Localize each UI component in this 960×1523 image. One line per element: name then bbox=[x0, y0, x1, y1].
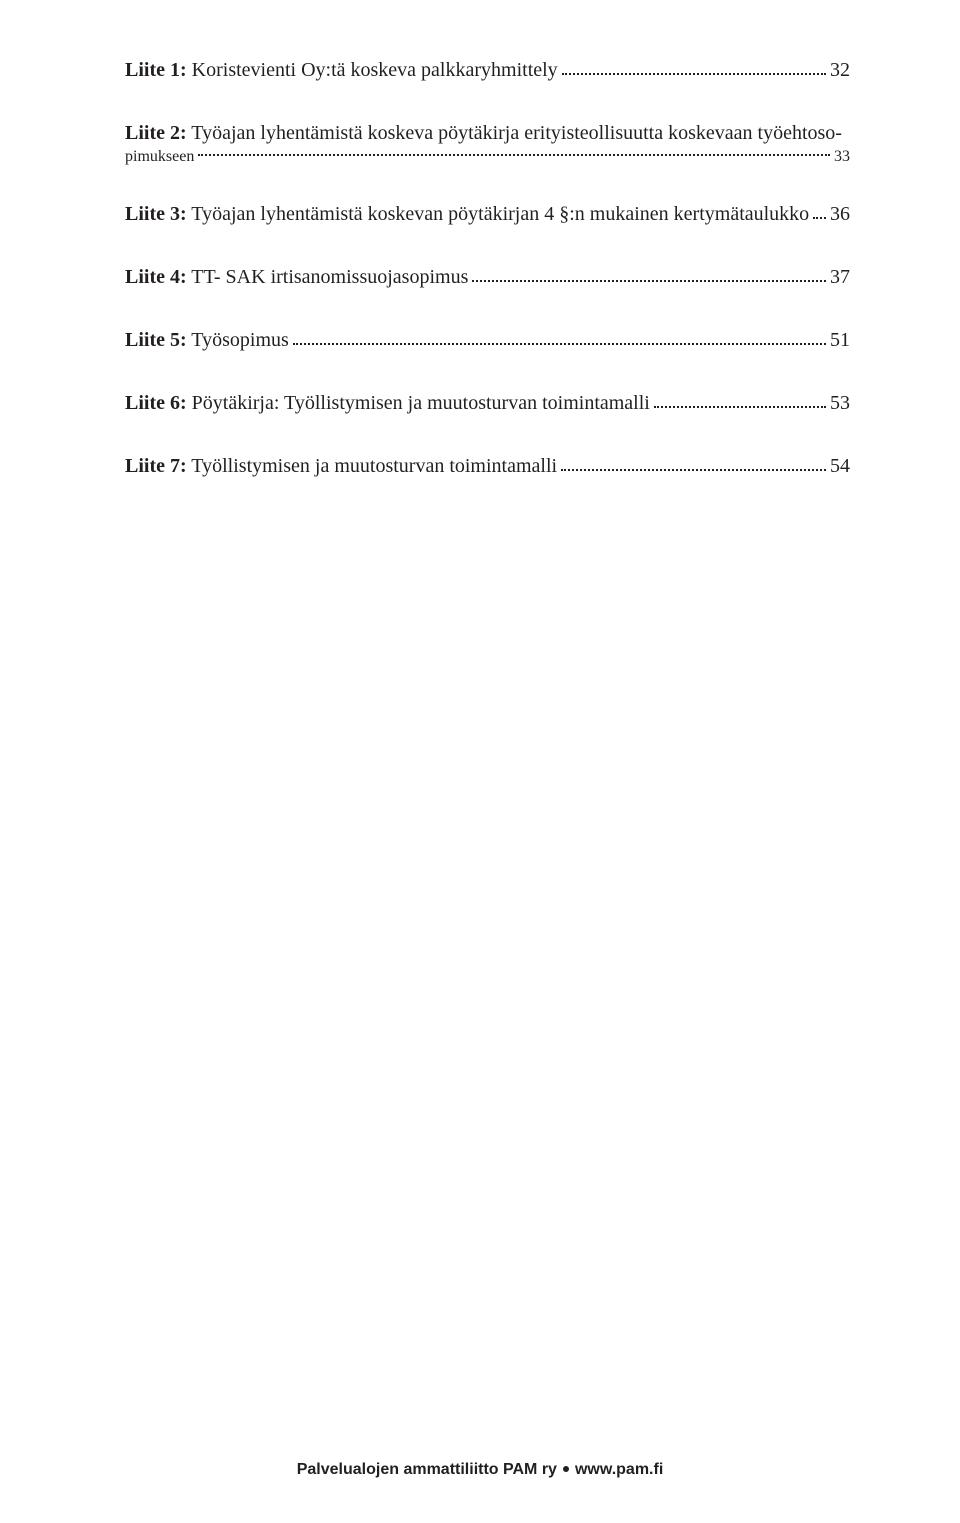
toc-title: Työsopimus bbox=[187, 329, 289, 351]
toc-leader bbox=[561, 469, 826, 471]
page-footer: Palvelualojen ammattiliitto PAM ry www.pa… bbox=[0, 1461, 960, 1479]
toc-entry: Liite 5: Työsopimus 51 bbox=[125, 326, 850, 355]
toc-label: Liite 5: Työsopimus bbox=[125, 326, 289, 355]
toc-leader bbox=[293, 343, 826, 345]
toc-prefix: Liite 3: bbox=[125, 203, 187, 225]
toc-page-number: 36 bbox=[830, 200, 850, 229]
toc-title: TT- SAK irtisanomissuojasopimus bbox=[187, 266, 469, 288]
toc-entry: Liite 6: Pöytäkirja: Työllistymisen ja m… bbox=[125, 389, 850, 418]
toc-prefix: Liite 6: bbox=[125, 392, 187, 414]
footer-url: www.pam.fi bbox=[575, 1461, 663, 1478]
toc-entry: Liite 1: Koristevienti Oy:tä koskeva pal… bbox=[125, 56, 850, 85]
document-page: Liite 1: Koristevienti Oy:tä koskeva pal… bbox=[0, 0, 960, 1523]
toc-leader bbox=[562, 73, 826, 75]
toc-page-number: 32 bbox=[830, 56, 850, 85]
toc-title-line1: Työajan lyhentämistä koskeva pöytäkirja … bbox=[187, 122, 842, 144]
toc-leader bbox=[654, 406, 826, 408]
toc-entry: Liite 7: Työllistymisen ja muutosturvan … bbox=[125, 452, 850, 481]
toc-prefix: Liite 5: bbox=[125, 329, 187, 351]
toc-label: Liite 7: Työllistymisen ja muutosturvan … bbox=[125, 452, 557, 481]
toc-prefix: Liite 2: bbox=[125, 122, 187, 144]
toc-label: Liite 1: Koristevienti Oy:tä koskeva pal… bbox=[125, 56, 558, 85]
footer-org: Palvelualojen ammattiliitto PAM ry bbox=[297, 1461, 557, 1478]
toc-leader bbox=[198, 154, 830, 156]
toc-leader bbox=[472, 280, 826, 282]
toc-label: Liite 4: TT- SAK irtisanomissuojasopimus bbox=[125, 263, 468, 292]
toc-title: Työllistymisen ja muutosturvan toimintam… bbox=[187, 455, 557, 477]
toc-page-number: 33 bbox=[834, 148, 850, 166]
toc-entry: Liite 3: Työajan lyhentämistä koskevan p… bbox=[125, 200, 850, 229]
toc-title: Työajan lyhentämistä koskevan pöytäkirja… bbox=[187, 203, 810, 225]
toc-prefix: Liite 7: bbox=[125, 455, 187, 477]
toc-prefix: Liite 4: bbox=[125, 266, 187, 288]
toc-title: Koristevienti Oy:tä koskeva palkkaryhmit… bbox=[187, 59, 558, 81]
toc-title-line2: pimukseen bbox=[125, 148, 194, 166]
toc-page-number: 51 bbox=[830, 326, 850, 355]
toc-page-number: 53 bbox=[830, 389, 850, 418]
toc-label: Liite 6: Pöytäkirja: Työllistymisen ja m… bbox=[125, 389, 650, 418]
toc-page-number: 37 bbox=[830, 263, 850, 292]
toc-leader bbox=[813, 217, 826, 219]
toc-label: Liite 3: Työajan lyhentämistä koskevan p… bbox=[125, 200, 809, 229]
toc-page-number: 54 bbox=[830, 452, 850, 481]
toc-entry: Liite 2: Työajan lyhentämistä koskeva pö… bbox=[125, 119, 850, 166]
toc-prefix: Liite 1: bbox=[125, 59, 187, 81]
toc-entry: Liite 4: TT- SAK irtisanomissuojasopimus… bbox=[125, 263, 850, 292]
toc-title: Pöytäkirja: Työllistymisen ja muutosturv… bbox=[187, 392, 650, 414]
bullet-icon bbox=[563, 1466, 569, 1472]
